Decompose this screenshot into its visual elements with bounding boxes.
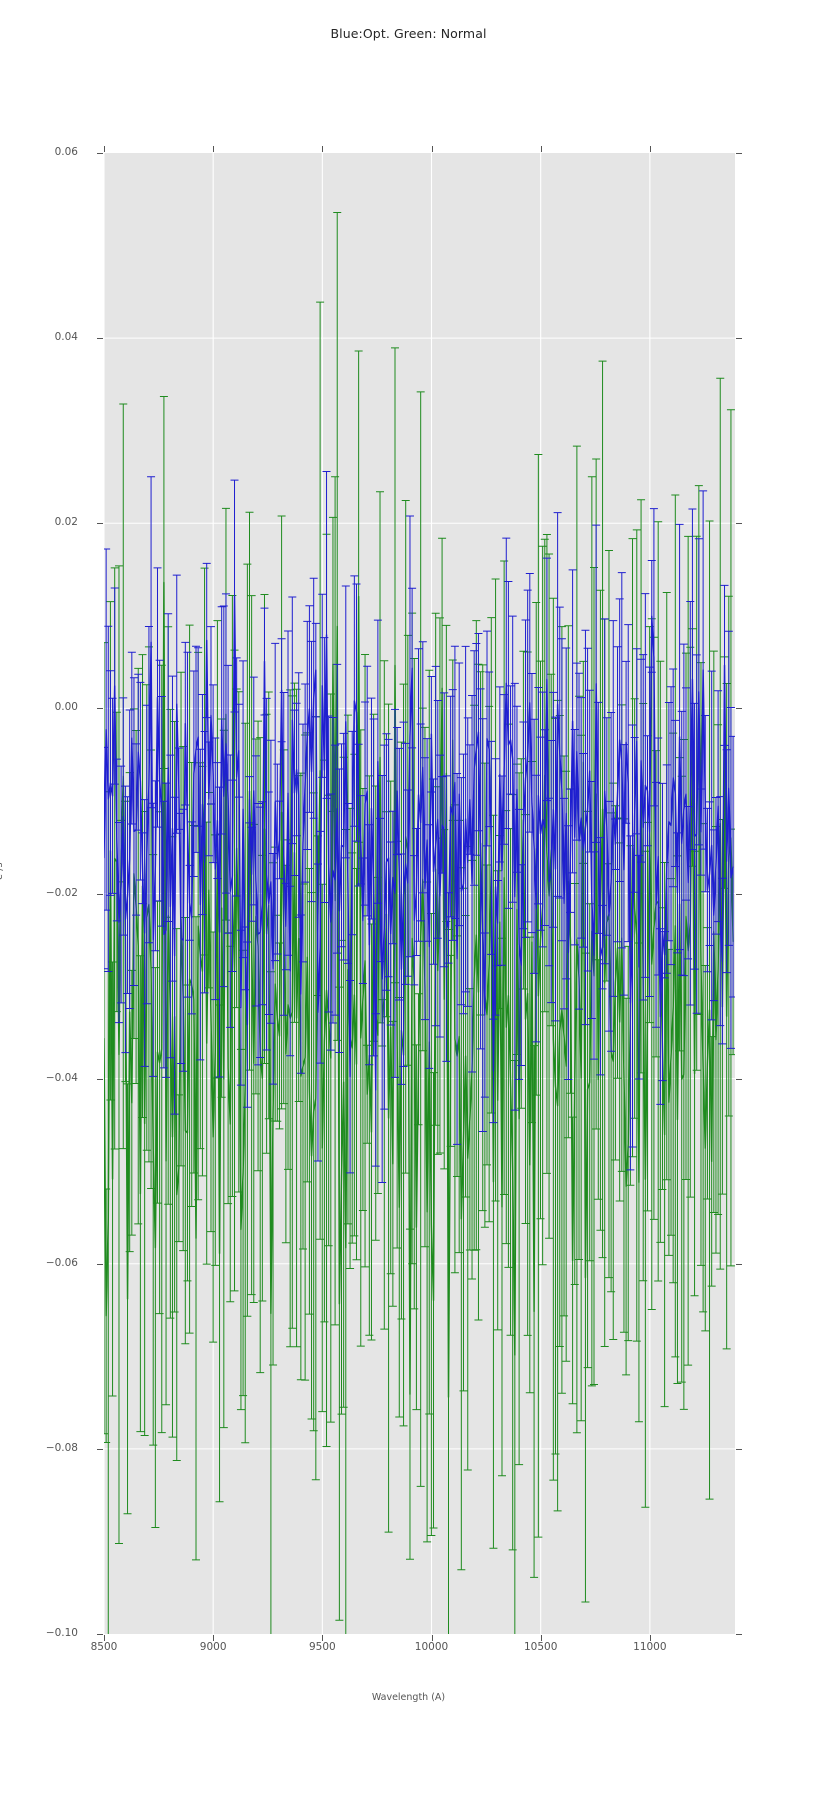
y-tick-mark-right xyxy=(736,153,742,154)
y-tick-mark xyxy=(97,1448,103,1450)
x-tick-mark xyxy=(540,1635,542,1641)
y-tick-mark xyxy=(97,1263,103,1265)
data-series-layer xyxy=(104,153,735,1634)
y-tick-mark-right xyxy=(736,1263,742,1265)
x-tick-label: 10500 xyxy=(523,1641,558,1653)
x-tick-mark xyxy=(104,1635,105,1641)
y-tick-mark xyxy=(97,338,103,340)
x-tick-mark-top xyxy=(213,146,215,152)
series-normal xyxy=(104,212,735,1634)
y-tick-mark xyxy=(97,523,103,525)
x-tick-label: 8500 xyxy=(90,1641,118,1653)
x-tick-mark-top xyxy=(649,146,651,152)
y-tick-mark-right xyxy=(736,1078,742,1080)
y-tick-label: −0.08 xyxy=(45,1441,78,1454)
y-tick-mark-right xyxy=(736,1634,742,1635)
y-tick-label: −0.06 xyxy=(45,1256,78,1269)
y-tick-mark-right xyxy=(736,338,742,340)
x-tick-label: 10000 xyxy=(414,1641,449,1653)
y-tick-mark xyxy=(97,153,103,154)
y-axis-label: e-/s xyxy=(0,862,5,880)
y-tick-label: 0.02 xyxy=(54,516,78,529)
x-tick-label: 9000 xyxy=(199,1641,227,1653)
y-tick-mark xyxy=(97,893,103,895)
y-tick-mark xyxy=(97,1634,103,1635)
x-tick-label: 9500 xyxy=(308,1641,336,1653)
x-tick-mark xyxy=(213,1635,215,1641)
series-opt- xyxy=(104,471,735,1182)
y-tick-label: 0.06 xyxy=(54,146,78,158)
y-tick-mark xyxy=(97,708,103,710)
x-tick-mark xyxy=(431,1635,433,1641)
series-line xyxy=(104,596,733,1090)
y-tick-mark xyxy=(97,1078,103,1080)
y-tick-mark-right xyxy=(736,893,742,895)
y-tick-label: −0.04 xyxy=(45,1071,78,1084)
y-tick-mark-right xyxy=(736,708,742,710)
y-tick-label: 0.04 xyxy=(54,331,78,344)
y-tick-label: 0.00 xyxy=(54,701,78,714)
x-tick-mark-top xyxy=(322,146,324,152)
y-tick-mark-right xyxy=(736,1448,742,1450)
x-tick-mark-top xyxy=(431,146,433,152)
y-tick-label: −0.02 xyxy=(45,886,78,899)
chart-title: Blue:Opt. Green: Normal xyxy=(330,26,487,41)
y-tick-label: −0.10 xyxy=(45,1627,78,1639)
x-tick-mark-top xyxy=(104,146,105,152)
x-tick-label: 11000 xyxy=(633,1641,667,1653)
series-line xyxy=(104,583,733,1398)
x-tick-mark xyxy=(649,1635,651,1641)
x-tick-mark-top xyxy=(540,146,542,152)
x-tick-mark xyxy=(322,1635,324,1641)
x-axis-label: Wavelength (A) xyxy=(371,1692,446,1703)
y-tick-mark-right xyxy=(736,523,742,525)
plot-area xyxy=(104,153,735,1634)
